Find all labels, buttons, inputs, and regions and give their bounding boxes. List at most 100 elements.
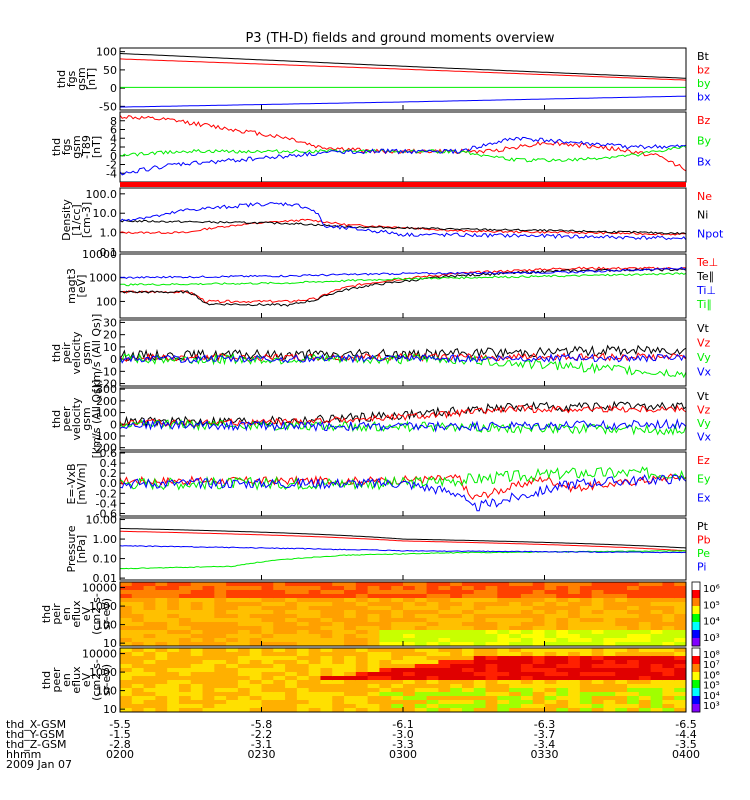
spectrogram-cell (131, 626, 145, 631)
spectrogram-cell (344, 692, 357, 697)
spectrogram-cell (120, 586, 133, 591)
spectrogram-cell (249, 590, 262, 595)
spectrogram-cell (520, 676, 534, 681)
spectrogram-cell (367, 672, 380, 677)
spectrogram-cell (261, 590, 274, 595)
spectrogram-cell (332, 680, 345, 685)
spectrogram-cell (509, 590, 522, 595)
spectrogram-cell (603, 626, 616, 631)
spectrogram-cell (662, 684, 675, 689)
spectrogram-cell (544, 582, 557, 587)
spectrogram-cell (414, 656, 428, 661)
spectrogram-cell (591, 708, 604, 713)
spectrogram-cell (532, 648, 545, 653)
spectrogram-cell (190, 664, 204, 669)
spectrogram-cell (167, 696, 180, 701)
spectrogram-cell (131, 606, 145, 611)
spectrogram-cell (379, 664, 392, 669)
spectrogram-cell (426, 652, 439, 657)
spectrogram-cell (579, 582, 593, 587)
spectrogram-cell (214, 634, 227, 639)
spectrogram-cell (214, 652, 227, 657)
spectrogram-cell (532, 680, 545, 685)
spectrogram-cell (143, 688, 156, 693)
spectrogram-cell (662, 622, 675, 627)
spectrogram-cell (285, 648, 298, 653)
spectrogram-cell (450, 708, 463, 713)
colorbar-segment (692, 614, 700, 623)
y-tick-label: 0 (110, 150, 117, 163)
spectrogram-cell (190, 610, 204, 615)
spectrogram-cell (355, 606, 369, 611)
spectrogram-cell (403, 614, 416, 619)
spectrogram-cell (355, 704, 369, 709)
spectrogram-cell (367, 688, 380, 693)
x-axis-value: -1.5 (109, 728, 130, 741)
spectrogram-cell (167, 606, 180, 611)
spectrogram-cell (414, 634, 428, 639)
spectrogram-cell (379, 660, 392, 665)
spectrogram-cell (473, 630, 487, 635)
spectrogram-cell (367, 704, 380, 709)
spectrogram-cell (391, 660, 404, 665)
spectrogram-cell (603, 692, 616, 697)
y-tick-label: 0.2 (100, 467, 118, 480)
spectrogram-cell (532, 708, 545, 713)
spectrogram-cell (579, 634, 593, 639)
spectrogram-cell (308, 590, 321, 595)
spectrogram-cell (332, 708, 345, 713)
spectrogram-cell (556, 586, 569, 591)
spectrogram-cell (391, 684, 404, 689)
spectrogram-cell (461, 610, 475, 615)
spectrogram-cell (332, 692, 345, 697)
spectrogram-cell (249, 664, 262, 669)
spectrogram-cell (473, 688, 487, 693)
spectrogram-cell (414, 642, 428, 647)
spectrogram-cell (662, 668, 675, 673)
spectrogram-cell (461, 594, 475, 599)
spectrogram-cell (426, 700, 439, 705)
spectrogram-cell (579, 594, 593, 599)
spectrogram-cell (603, 668, 616, 673)
spectrogram-cell (662, 630, 675, 635)
spectrogram-cell (568, 622, 581, 627)
spectrogram-cell (367, 614, 380, 619)
spectrogram-cell (379, 630, 392, 635)
spectrogram-cell (226, 692, 239, 697)
spectrogram-cell (249, 684, 262, 689)
y-axis-label: gsm (80, 341, 93, 364)
spectrogram-cell (473, 668, 487, 673)
spectrogram-cell (285, 704, 298, 709)
spectrogram-cell (461, 692, 475, 697)
spectrogram-cell (426, 660, 439, 665)
spectrogram-cell (662, 606, 675, 611)
spectrogram-cell (202, 680, 215, 685)
spectrogram-cell (461, 664, 475, 669)
spectrogram-cell (579, 672, 593, 677)
spectrogram-cell (178, 692, 192, 697)
spectrogram-cell (273, 626, 286, 631)
spectrogram-cell (296, 622, 310, 627)
spectrogram-cell (438, 634, 451, 639)
spectrogram-cell (285, 708, 298, 713)
spectrogram-cell (332, 602, 345, 607)
spectrogram-cell (544, 672, 557, 677)
spectrogram-cell (308, 614, 321, 619)
spectrogram-cell (544, 614, 557, 619)
spectrogram-cell (603, 704, 616, 709)
spectrogram-cell (214, 610, 227, 615)
spectrogram-cell (320, 668, 333, 673)
spectrogram-cell (167, 594, 180, 599)
spectrogram-cell (485, 586, 498, 591)
spectrogram-cell (226, 622, 239, 627)
spectrogram-cell (202, 614, 215, 619)
spectrogram-cell (202, 622, 215, 627)
spectrogram-cell (296, 648, 310, 653)
spectrogram-cell (167, 652, 180, 657)
spectrogram-cell (591, 614, 604, 619)
spectrogram-cell (615, 692, 628, 697)
x-axis-value: -3.3 (392, 738, 413, 751)
spectrogram-cell (556, 680, 569, 685)
spectrogram-cell (131, 610, 145, 615)
spectrogram-cell (627, 598, 640, 603)
